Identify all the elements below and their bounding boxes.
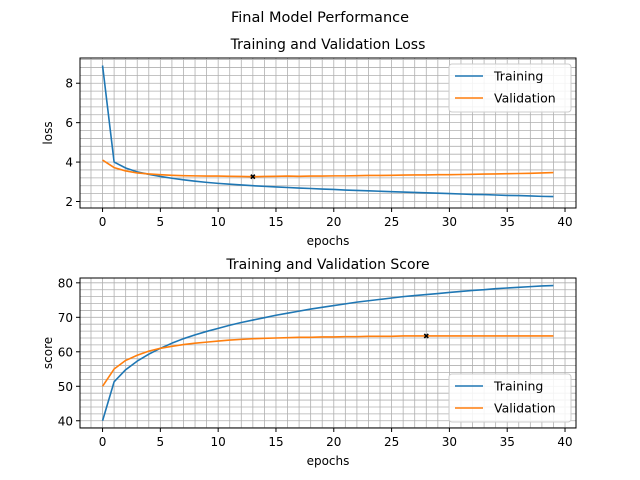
legend: Training Validation bbox=[448, 63, 572, 113]
best-point-marker bbox=[423, 333, 429, 339]
chart-title: Training and Validation Score bbox=[225, 257, 429, 273]
series-line-validation bbox=[101, 335, 554, 387]
axes-frame bbox=[79, 57, 577, 209]
x-tick-label: 40 bbox=[557, 435, 572, 449]
x-tick-label: 25 bbox=[384, 215, 399, 229]
y-axis-label: loss bbox=[41, 121, 55, 144]
axes-frame bbox=[79, 277, 577, 429]
x-tick-label: 15 bbox=[268, 435, 283, 449]
x-axis-label: epochs bbox=[307, 234, 350, 248]
x-tick-label: 20 bbox=[326, 435, 341, 449]
legend: Training Validation bbox=[448, 373, 572, 423]
y-tick-label: 60 bbox=[58, 345, 73, 359]
legend-label-training: Training bbox=[493, 379, 543, 394]
y-axis-label: score bbox=[41, 337, 55, 369]
x-tick-label: 30 bbox=[442, 215, 457, 229]
y-tick-label: 70 bbox=[58, 311, 73, 325]
series-line-training bbox=[101, 65, 554, 198]
y-tick-label: 6 bbox=[65, 116, 73, 130]
y-tick-label: 2 bbox=[65, 195, 73, 209]
grid bbox=[80, 58, 576, 208]
chart-panel-1: 0 5 10 15 20 25 30 35 40 2 4 6 8 Training and Validat… bbox=[41, 37, 577, 248]
x-tick-label: 5 bbox=[157, 215, 165, 229]
x-tick-label: 10 bbox=[211, 215, 226, 229]
x-tick-label: 0 bbox=[99, 215, 107, 229]
series-line-training bbox=[101, 284, 554, 421]
x-tick-label: 0 bbox=[99, 435, 107, 449]
figure-title: Final Model Performance bbox=[231, 10, 409, 26]
x-tick-label: 15 bbox=[268, 215, 283, 229]
legend-label-validation: Validation bbox=[494, 401, 556, 416]
legend-label-training: Training bbox=[493, 69, 543, 84]
chart-title: Training and Validation Loss bbox=[230, 37, 426, 53]
series-line-validation bbox=[102, 159, 554, 178]
x-tick-label: 25 bbox=[384, 435, 399, 449]
chart-panel-2: 0 5 10 15 20 25 30 35 40 40 50 60 70 80 Training and V… bbox=[41, 257, 577, 468]
x-tick-label: 35 bbox=[500, 215, 515, 229]
x-tick-label: 35 bbox=[500, 435, 515, 449]
x-tick-label: 5 bbox=[157, 435, 165, 449]
x-tick-label: 40 bbox=[557, 215, 572, 229]
x-tick-label: 10 bbox=[211, 435, 226, 449]
y-tick-label: 8 bbox=[65, 77, 73, 91]
y-tick-label: 4 bbox=[65, 156, 73, 170]
y-tick-label: 40 bbox=[58, 414, 73, 428]
best-point-marker bbox=[250, 174, 256, 180]
x-tick-label: 20 bbox=[326, 215, 341, 229]
legend-label-validation: Validation bbox=[494, 91, 556, 106]
x-axis-label: epochs bbox=[307, 454, 350, 468]
x-tick-label: 30 bbox=[442, 435, 457, 449]
y-tick-label: 50 bbox=[58, 380, 73, 394]
y-tick-label: 80 bbox=[58, 276, 73, 290]
